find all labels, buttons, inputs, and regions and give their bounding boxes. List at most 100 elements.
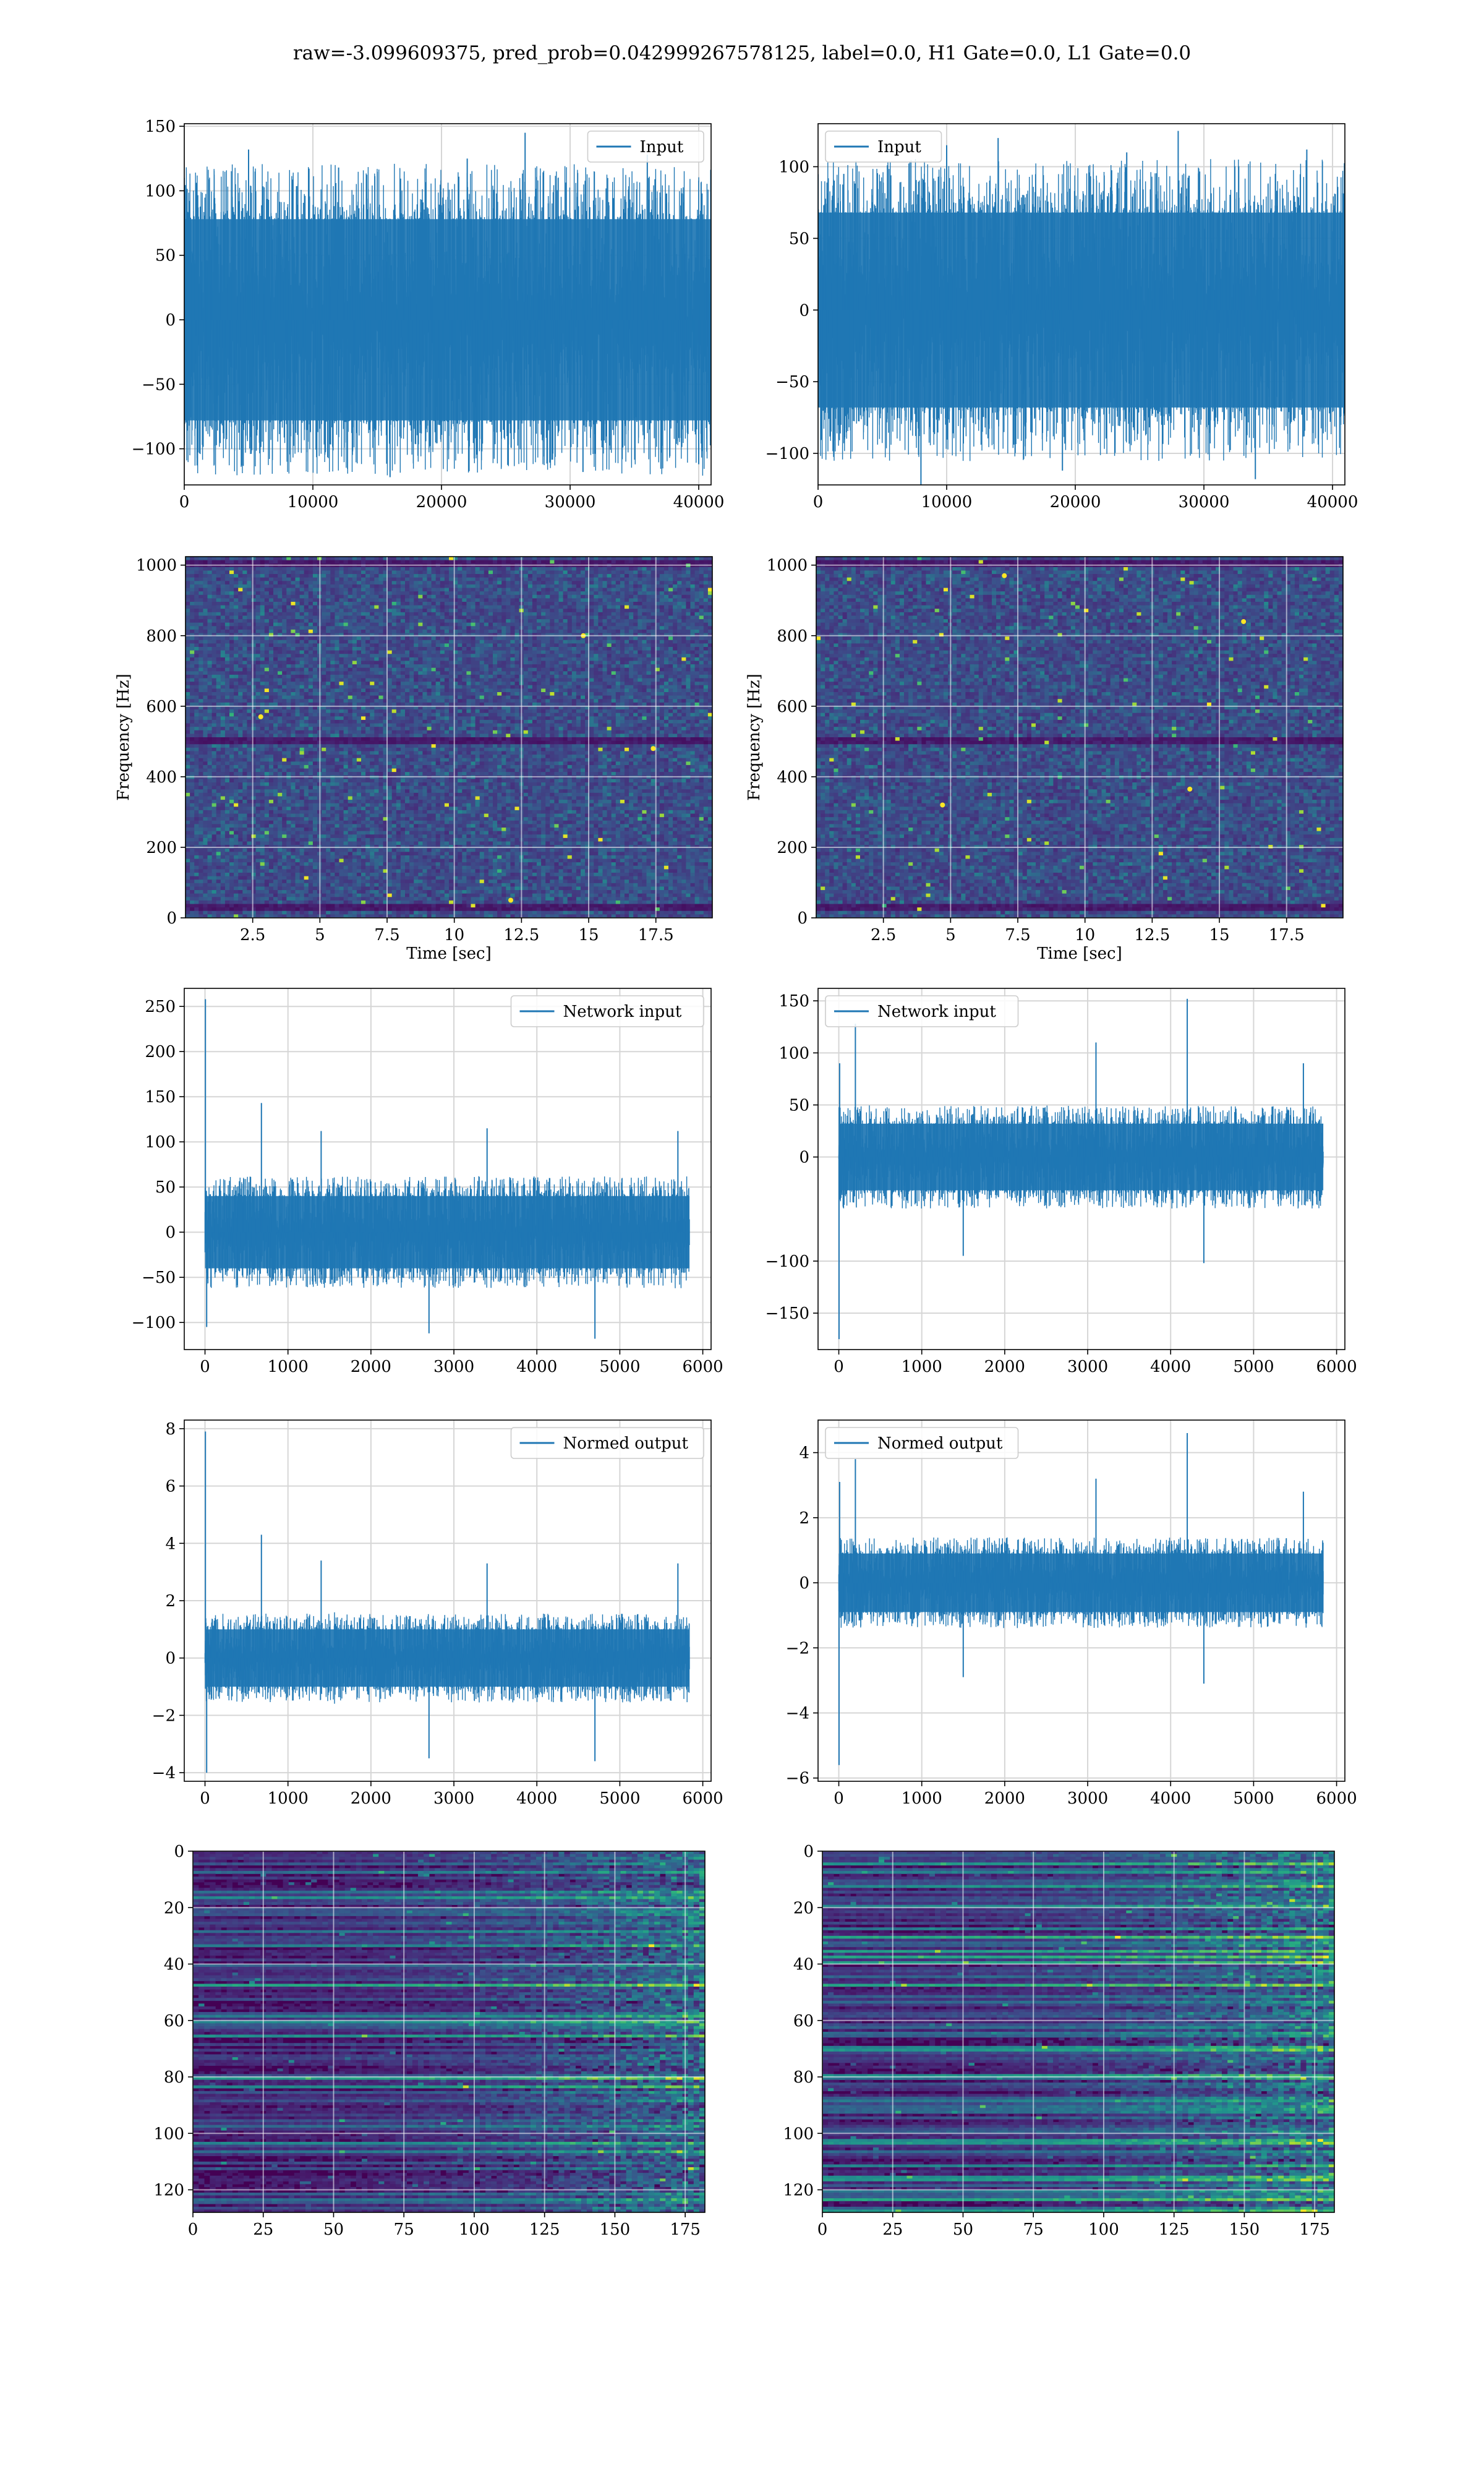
heatmap-cell xyxy=(312,605,318,609)
heatmap-cell xyxy=(541,612,546,616)
heatmap-cell xyxy=(655,661,660,665)
heatmap-cell xyxy=(361,619,366,623)
heatmap-cell xyxy=(449,581,454,585)
heatmap-cell xyxy=(545,657,550,661)
heatmap-cell xyxy=(260,688,265,693)
heatmap-cell xyxy=(479,591,485,596)
heatmap-cell xyxy=(255,560,261,564)
heatmap-cell xyxy=(242,685,247,689)
heatmap-cell xyxy=(383,605,388,609)
heatmap-cell xyxy=(625,567,629,571)
heatmap-cell xyxy=(242,695,247,700)
heatmap-cell xyxy=(343,685,349,689)
heatmap-cell xyxy=(370,602,375,606)
heatmap-cell xyxy=(427,678,432,682)
heatmap-cell xyxy=(673,678,678,682)
heatmap-cell xyxy=(703,626,709,630)
heatmap-cell xyxy=(532,640,537,644)
heatmap-cell xyxy=(268,657,274,661)
heatmap-cell xyxy=(308,598,313,602)
heatmap-cell xyxy=(488,598,493,602)
heatmap-cell xyxy=(646,557,651,561)
heatmap-cell xyxy=(326,674,331,678)
heatmap-cell xyxy=(638,612,642,616)
heatmap-cell xyxy=(335,594,339,599)
heatmap-cell xyxy=(458,577,463,581)
heatmap-cell xyxy=(220,609,226,613)
heatmap-cell xyxy=(462,615,467,620)
heatmap-cell xyxy=(607,688,612,693)
heatmap-cell xyxy=(435,657,441,661)
heatmap-cell xyxy=(694,688,700,693)
heatmap-cell xyxy=(576,622,581,627)
heatmap-cell xyxy=(405,560,410,564)
heatmap-cell xyxy=(506,685,511,689)
heatmap-cell xyxy=(585,682,590,686)
heatmap-cell xyxy=(471,695,475,700)
heatmap-cell xyxy=(523,674,529,678)
heatmap-cell xyxy=(264,591,270,596)
heatmap-cell xyxy=(387,643,393,648)
heatmap-cell xyxy=(295,567,300,571)
heatmap-cell xyxy=(211,640,217,644)
heatmap-cell xyxy=(304,574,309,578)
heatmap-cell xyxy=(427,588,432,592)
heatmap-cell xyxy=(339,560,344,564)
heatmap-cell xyxy=(475,609,480,613)
heatmap-cell xyxy=(453,612,458,616)
heatmap-cell xyxy=(418,685,423,689)
heatmap-cell xyxy=(479,636,485,641)
heatmap-cell xyxy=(655,692,660,696)
heatmap-cell xyxy=(211,581,217,585)
heatmap-cell xyxy=(646,657,651,661)
heatmap-cell xyxy=(567,629,573,633)
heatmap-cell xyxy=(554,557,559,561)
heatmap-cell xyxy=(418,598,423,602)
heatmap-cell xyxy=(567,640,573,644)
heatmap-cell xyxy=(466,570,471,575)
heatmap-cell xyxy=(224,584,230,588)
heatmap-cell xyxy=(242,667,247,672)
heatmap-cell xyxy=(506,692,511,696)
heatmap-cell xyxy=(422,602,427,606)
heatmap-cell xyxy=(563,654,568,658)
heatmap-cell xyxy=(370,682,375,686)
y-tick-label: 50 xyxy=(155,247,176,265)
heatmap-cell xyxy=(391,588,397,592)
heatmap-cell xyxy=(282,636,287,641)
heatmap-cell xyxy=(615,584,621,588)
heatmap-cell xyxy=(278,570,283,575)
heatmap-cell xyxy=(471,674,475,678)
heatmap-cell xyxy=(378,688,383,693)
heatmap-cell xyxy=(686,609,691,613)
heatmap-cell xyxy=(594,567,599,571)
heatmap-cell xyxy=(361,692,366,696)
heatmap-cell xyxy=(247,622,252,627)
heatmap-cell xyxy=(655,633,660,637)
heatmap-cell xyxy=(571,609,577,613)
heatmap-cell xyxy=(673,636,678,641)
heatmap-cell xyxy=(211,622,217,627)
heatmap-cell xyxy=(545,692,550,696)
heatmap-cell xyxy=(422,574,427,578)
heatmap-cell xyxy=(471,682,475,686)
heatmap-cell xyxy=(207,654,212,658)
heatmap-cell xyxy=(550,661,555,665)
heatmap-cell xyxy=(703,633,709,637)
heatmap-cell xyxy=(563,591,568,596)
heatmap-cell xyxy=(484,584,489,588)
heatmap-cell xyxy=(646,567,651,571)
heatmap-cell xyxy=(264,609,270,613)
heatmap-cell xyxy=(484,622,489,627)
heatmap-cell xyxy=(220,647,226,651)
heatmap-cell xyxy=(581,688,586,693)
heatmap-cell xyxy=(194,626,199,630)
heatmap-cell xyxy=(602,650,607,654)
heatmap-cell xyxy=(677,577,682,581)
heatmap-cell xyxy=(475,650,480,654)
heatmap-cell xyxy=(286,588,291,592)
heatmap-cell xyxy=(268,577,274,581)
heatmap-cell xyxy=(348,674,353,678)
heatmap-cell xyxy=(444,664,450,669)
heatmap-cell xyxy=(663,570,669,575)
